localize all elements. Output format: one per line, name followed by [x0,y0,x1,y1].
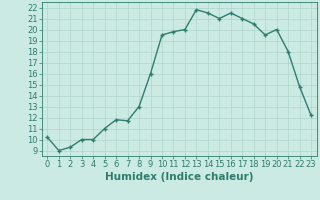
X-axis label: Humidex (Indice chaleur): Humidex (Indice chaleur) [105,172,253,182]
